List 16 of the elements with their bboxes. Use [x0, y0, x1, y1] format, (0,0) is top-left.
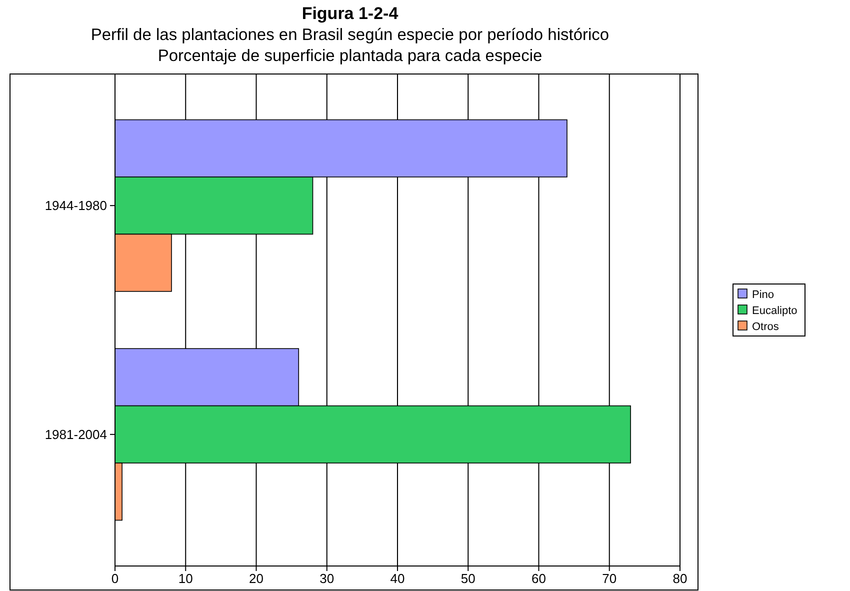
legend-label: Pino: [752, 289, 774, 301]
chart-subtitle: Perfil de las plantaciones en Brasil según especie por período histórico Porcentaje de superficie plantada para cada especie: [90, 26, 610, 65]
x-tick-label: 10: [178, 571, 193, 586]
x-tick-label: 40: [390, 571, 405, 586]
x-tick-label: 60: [532, 571, 546, 586]
x-tick-label: 70: [602, 571, 617, 586]
x-tick-label: 0: [111, 571, 119, 586]
x-tick-label: 20: [249, 571, 264, 586]
y-tick-label: 1944-1980: [44, 198, 107, 214]
legend-label: Otros: [752, 321, 780, 333]
x-tick-label: 30: [320, 571, 334, 586]
chart-title: Figura 1-2-4: [302, 4, 399, 23]
x-tick-label: 80: [672, 571, 688, 586]
x-tick-label: 50: [460, 571, 476, 586]
y-tick-label: 1981-2004: [44, 426, 107, 442]
legend-label: Eucalipto: [752, 305, 798, 317]
